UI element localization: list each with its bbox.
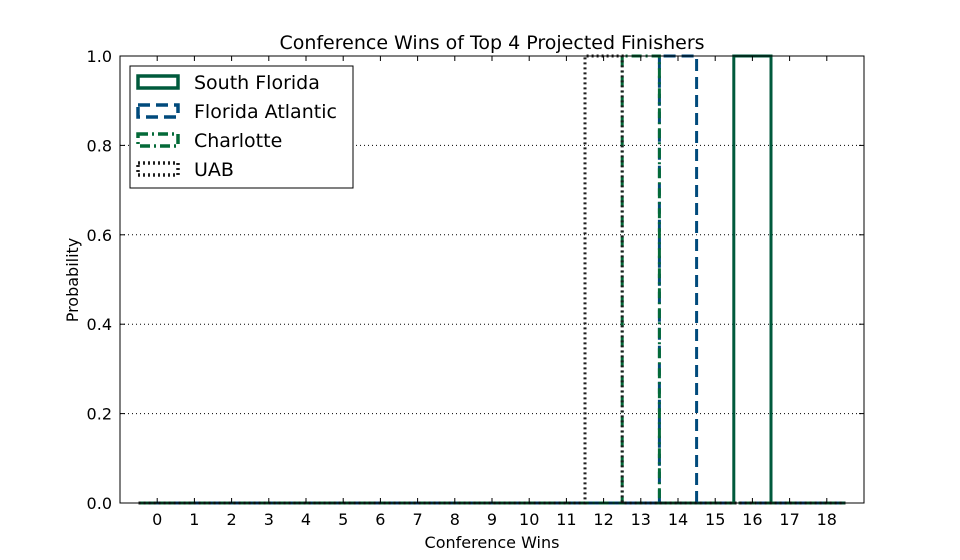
x-tick-label: 10 [519,510,539,529]
y-axis: 0.0 0.2 0.4 0.6 0.8 1.0 [87,47,864,513]
x-tick-label: 7 [413,510,423,529]
x-tick-label: 18 [817,510,837,529]
legend-label-3: UAB [194,159,234,181]
x-tick-label: 1 [189,510,199,529]
x-tick-label: 16 [742,510,762,529]
x-tick-label: 3 [264,510,274,529]
x-tick-label: 12 [593,510,613,529]
legend-swatch-3 [136,161,180,177]
x-tick-label: 2 [227,510,237,529]
chart-title: Conference Wins of Top 4 Projected Finis… [279,32,704,54]
legend-swatch-0 [136,74,180,90]
x-axis: 0 1 2 3 4 5 6 7 8 9 10 11 12 13 14 15 16 17 18 [152,56,837,529]
legend-swatch-2 [136,132,180,148]
x-tick-label: 15 [705,510,725,529]
y-axis-label: Probability [63,238,82,323]
y-tick-label: 0.0 [87,494,112,513]
legend: South Florida Florida Atlantic Charlotte UA… [129,65,354,189]
x-axis-label: Conference Wins [425,533,560,552]
legend-label-2: Charlotte [194,130,282,152]
x-tick-label: 4 [301,510,311,529]
x-tick-label: 11 [556,510,576,529]
x-tick-label: 6 [375,510,385,529]
legend-swatch-1 [136,103,180,119]
legend-label-1: Florida Atlantic [194,101,337,123]
y-tick-label: 0.8 [87,136,112,155]
x-tick-label: 14 [668,510,688,529]
x-tick-label: 9 [487,510,497,529]
y-tick-label: 1.0 [87,47,112,66]
x-tick-label: 5 [338,510,348,529]
y-tick-label: 0.2 [87,405,112,424]
x-tick-label: 17 [779,510,799,529]
y-tick-label: 0.6 [87,226,112,245]
y-tick-label: 0.4 [87,315,112,334]
x-tick-label: 13 [631,510,651,529]
legend-label-0: South Florida [194,72,320,94]
x-tick-label: 0 [152,510,162,529]
x-tick-label: 8 [450,510,460,529]
